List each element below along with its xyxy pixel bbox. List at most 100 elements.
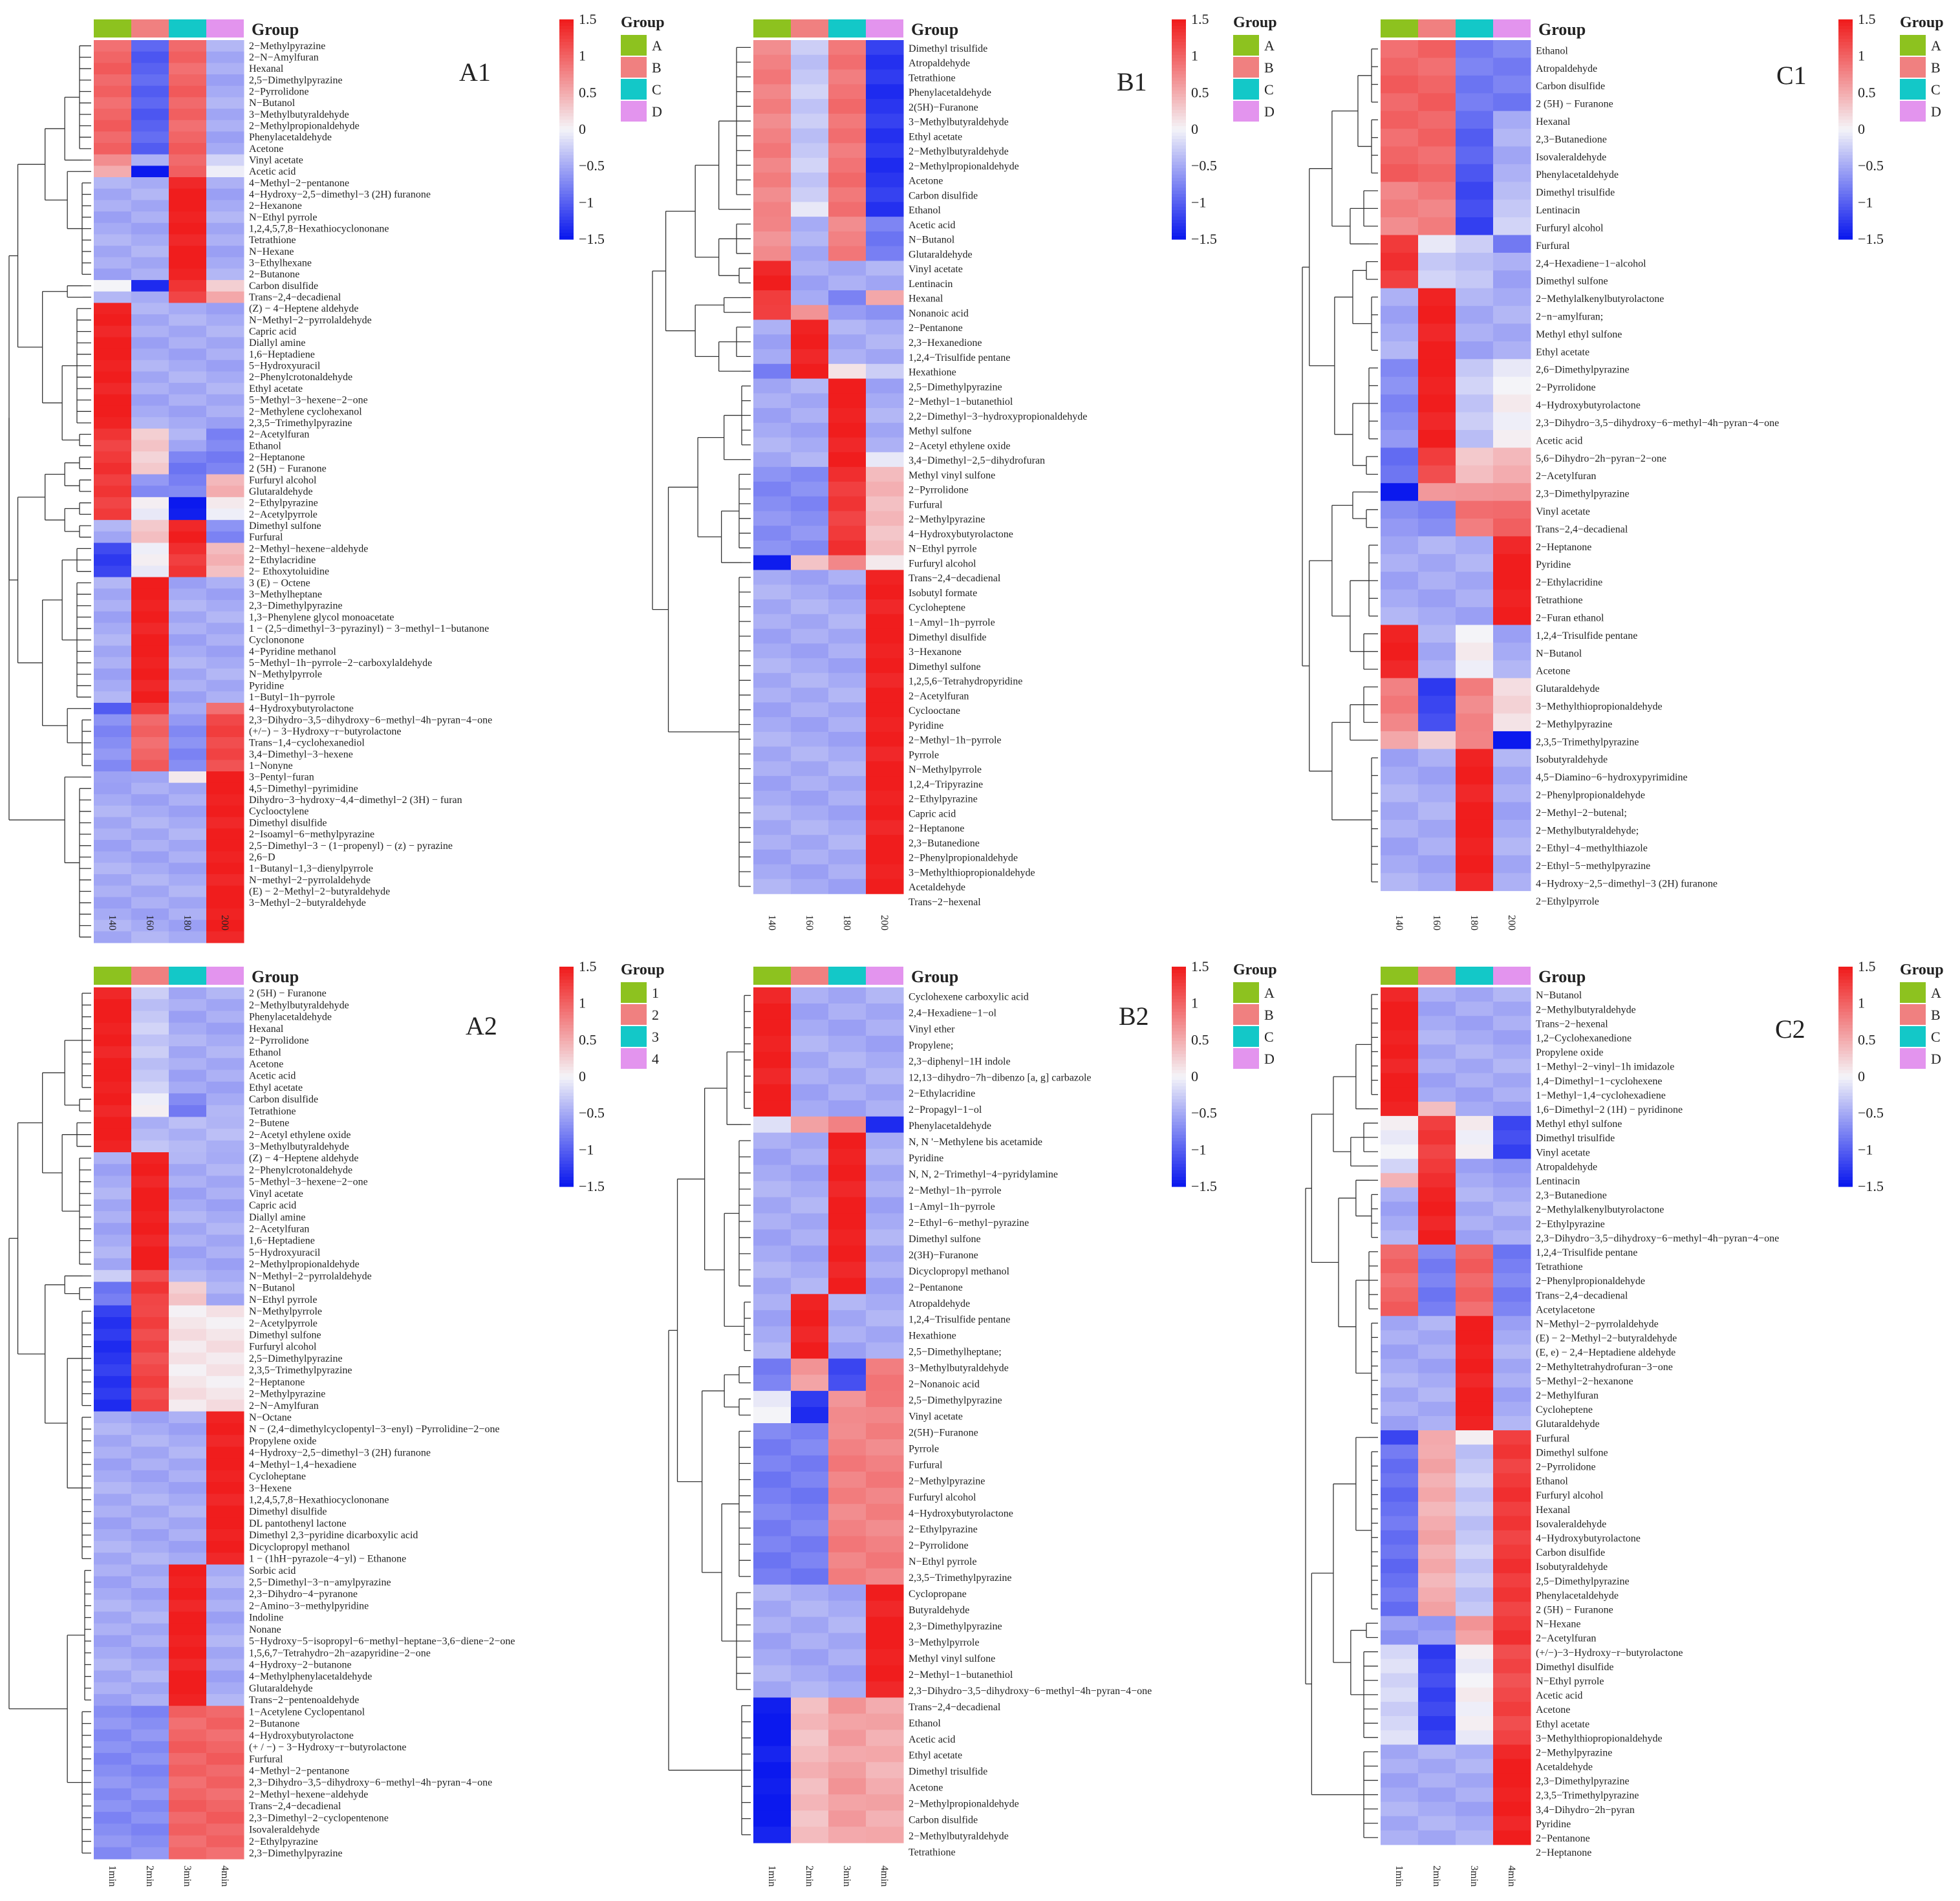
heatmap-cell bbox=[1493, 1616, 1531, 1631]
heatmap-cell bbox=[1456, 1002, 1494, 1016]
heatmap-cell bbox=[866, 40, 904, 56]
heatmap-cell bbox=[753, 1116, 792, 1133]
heatmap-cell bbox=[169, 736, 207, 749]
heatmap-cell bbox=[866, 526, 904, 541]
colorbar-step bbox=[1838, 158, 1853, 162]
row-label: 1−Amyl−1h−pyrrole bbox=[909, 618, 995, 628]
colorbar-step bbox=[1172, 142, 1186, 146]
colorbar-step bbox=[1172, 181, 1186, 185]
heatmap-cell bbox=[94, 508, 132, 521]
colorbar-step bbox=[559, 100, 574, 104]
heatmap-cell bbox=[1493, 1016, 1531, 1031]
row-label: Methyl vinyl sulfone bbox=[909, 1653, 995, 1664]
colorbar-step bbox=[1172, 1080, 1186, 1084]
colorbar-step bbox=[1838, 168, 1853, 172]
colorbar-tick-label: 1.5 bbox=[579, 958, 597, 974]
heatmap-cell bbox=[828, 672, 867, 689]
colorbar-step bbox=[1838, 116, 1853, 120]
row-label: 2,3−Dihydro−4−pyranone bbox=[249, 1589, 358, 1600]
heatmap-cell bbox=[94, 120, 132, 132]
heatmap-cell bbox=[753, 437, 792, 453]
row-label: 2−Pyrrolidone bbox=[909, 1540, 969, 1551]
heatmap-cell bbox=[94, 405, 132, 418]
heatmap-cell bbox=[828, 1084, 867, 1101]
heatmap-cell bbox=[753, 1310, 792, 1327]
heatmap-cell bbox=[1493, 1644, 1531, 1660]
colorbar-step bbox=[1838, 113, 1853, 117]
colorbar-step bbox=[1838, 194, 1853, 198]
heatmap-cell bbox=[169, 908, 207, 921]
heatmap-cell bbox=[1493, 164, 1531, 182]
heatmap-cell bbox=[866, 540, 904, 556]
colorbar-step bbox=[1172, 220, 1186, 224]
group-bar-cell bbox=[753, 19, 791, 38]
colorbar-step bbox=[559, 58, 574, 62]
heatmap-cell bbox=[169, 760, 207, 772]
legend-label: A bbox=[1264, 985, 1275, 1001]
colorbar-step bbox=[1838, 100, 1853, 104]
heatmap-cell bbox=[94, 1282, 132, 1294]
colorbar-step bbox=[1838, 1122, 1853, 1126]
row-label: 2−Propagyl−1−ol bbox=[909, 1104, 982, 1115]
heatmap-cell bbox=[1493, 1630, 1531, 1646]
row-label: Dimethyl sulfone bbox=[1536, 1447, 1608, 1458]
row-label: Vinyl acetate bbox=[1536, 506, 1590, 517]
group-bar-label: Group bbox=[1538, 967, 1586, 986]
row-label: Hexanal bbox=[1536, 116, 1571, 127]
heatmap-cell bbox=[169, 325, 207, 338]
heatmap-cell bbox=[169, 1482, 207, 1494]
row-label: 2−Methyl−1h−pyrrole bbox=[909, 1185, 1002, 1196]
heatmap-cell bbox=[1456, 1701, 1494, 1717]
row-label: Diallyl amine bbox=[249, 1212, 306, 1223]
heatmap-cell bbox=[1381, 1687, 1419, 1702]
heatmap-cell bbox=[206, 1388, 244, 1401]
heatmap-cell bbox=[828, 790, 867, 806]
legend-swatch bbox=[621, 1004, 647, 1025]
heatmap-cell bbox=[828, 1810, 867, 1827]
heatmap-cell bbox=[169, 1776, 207, 1789]
heatmap-cell bbox=[1493, 1544, 1531, 1560]
heatmap-cell bbox=[206, 1635, 244, 1648]
heatmap-cell bbox=[206, 782, 244, 795]
colorbar-step bbox=[1172, 68, 1186, 72]
heatmap-cell bbox=[828, 1503, 867, 1521]
heatmap-cell bbox=[94, 1117, 132, 1130]
heatmap-cell bbox=[206, 246, 244, 258]
heatmap-cell bbox=[866, 820, 904, 835]
heatmap-cell bbox=[131, 371, 169, 383]
row-label: Isobutyraldehyde bbox=[1536, 755, 1608, 766]
row-label: N−Ethyl pyrrole bbox=[1536, 1676, 1604, 1687]
row-label: 4−Hydroxy−2−butanone bbox=[249, 1660, 352, 1671]
heatmap-cell bbox=[1456, 164, 1494, 182]
heatmap-cell bbox=[1493, 58, 1531, 76]
row-label: 2,4−Hexadiene−1−ol bbox=[909, 1007, 996, 1018]
heatmap-cell bbox=[131, 1611, 169, 1624]
heatmap-cell bbox=[131, 771, 169, 784]
heatmap-cell bbox=[866, 1197, 904, 1214]
colorbar-tick-label: 0 bbox=[1858, 121, 1865, 137]
heatmap-cell bbox=[169, 1128, 207, 1141]
row-label: Acetic acid bbox=[1536, 1690, 1582, 1701]
row-label: 2,3−Butanedione bbox=[1536, 134, 1607, 145]
heatmap-cell bbox=[206, 828, 244, 841]
colorbar-step bbox=[559, 32, 574, 36]
heatmap-cell bbox=[1381, 1644, 1419, 1660]
heatmap-cell bbox=[206, 1187, 244, 1200]
heatmap-cell bbox=[1418, 1516, 1456, 1531]
heatmap-cell bbox=[1456, 1801, 1494, 1817]
heatmap-cell bbox=[169, 1411, 207, 1424]
heatmap-cell bbox=[828, 143, 867, 158]
heatmap-cell bbox=[791, 1730, 829, 1746]
colorbar-step bbox=[1838, 1086, 1853, 1090]
heatmap-cell bbox=[1456, 1087, 1494, 1102]
row-label: (E, e) − 2,4−Heptadiene aldehyde bbox=[1536, 1348, 1675, 1359]
heatmap-cell bbox=[1381, 1830, 1419, 1845]
row-label: 1−Acetylene Cyclopentanol bbox=[249, 1706, 365, 1717]
heatmap-cell bbox=[866, 805, 904, 821]
heatmap-cell bbox=[169, 1069, 207, 1082]
row-label: 1,2,4−Trisulfide pentane bbox=[909, 1315, 1010, 1326]
colorbar-step bbox=[1172, 1077, 1186, 1080]
legend-label: B bbox=[652, 59, 662, 76]
heatmap-cell bbox=[1456, 1644, 1494, 1660]
